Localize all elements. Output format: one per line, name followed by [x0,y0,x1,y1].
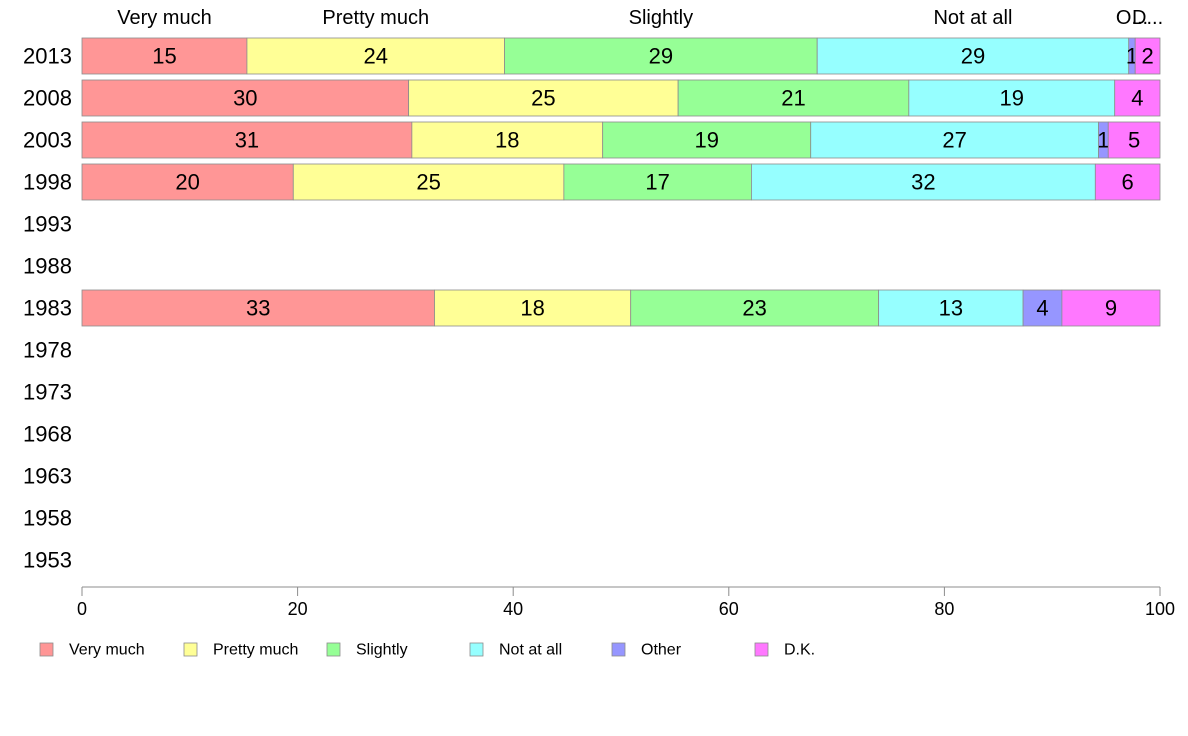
data-label-2013-not-at-all: 29 [961,44,985,69]
data-label-1983-slightly: 23 [742,296,766,321]
data-label-2003-not-at-all: 27 [942,128,966,153]
year-label-1983: 1983 [23,296,72,321]
legend-swatch-slightly [326,642,341,657]
bar-2003-very-much [81,121,413,159]
data-label-1998-not-at-all: 32 [911,170,935,195]
bar-2003-not-at-all [810,121,1099,159]
legend-label-d-k: D.K. [784,642,815,659]
bar-1983-other [1022,289,1063,327]
legend-label-not-at-all: Not at all [499,642,562,659]
bar-2008-not-at-all [908,79,1116,117]
legend-label-pretty-much: Pretty much [213,642,298,659]
data-label-1998-very-much: 20 [175,170,199,195]
data-label-2008-slightly: 21 [781,86,805,111]
legend: Very much Pretty much Slightly Not at all Ot… [39,642,815,659]
legend-label-slightly: Slightly [356,642,408,659]
year-label-1998: 1998 [23,170,72,195]
x-tick-label-100: 100 [1145,599,1175,619]
bar-1998-d-k [1094,163,1161,201]
data-label-2013-d-k: 2 [1141,44,1153,69]
year-label-1988: 1988 [23,254,72,279]
year-label-1958: 1958 [23,506,72,531]
data-label-2003-pretty-much: 18 [495,128,519,153]
bar-2013-pretty-much [246,37,505,75]
year-axis-labels: 2013 2008 2003 1998 1993 1988 1983 1978 1973 1968… [23,44,72,573]
data-label-2003-other: 1 [1097,128,1109,153]
data-label-2008-pretty-much: 25 [531,86,555,111]
data-label-1998-slightly: 17 [645,170,669,195]
data-label-1983-pretty-much: 18 [520,296,544,321]
bar-2003-d-k [1107,121,1161,159]
year-label-1968: 1968 [23,422,72,447]
data-label-1983-d-k: 9 [1105,296,1117,321]
x-tick-label-80: 80 [934,599,954,619]
data-label-1998-d-k: 6 [1122,170,1134,195]
bar-2008-very-much [81,79,410,117]
x-tick-label-60: 60 [719,599,739,619]
bar-1983-pretty-much [434,289,632,327]
data-label-2013-pretty-much: 24 [364,44,388,69]
bar-2008-d-k [1114,79,1161,117]
column-header-other: O... [1116,7,1148,29]
year-label-1978: 1978 [23,338,72,363]
bar-2003-slightly [602,121,812,159]
bar-1998-pretty-much [292,163,565,201]
column-header-not-at-all: Not at all [933,7,1012,29]
x-tick-label-20: 20 [288,599,308,619]
data-label-2003-d-k: 5 [1128,128,1140,153]
column-header-d-k: D... [1132,7,1163,29]
bar-1983-d-k [1061,289,1161,327]
data-label-2013-slightly: 29 [649,44,673,69]
legend-swatch-other [611,642,626,657]
bar-1983-slightly [630,289,880,327]
x-tick-label-40: 40 [503,599,523,619]
data-label-1998-pretty-much: 25 [416,170,440,195]
data-label-1983-other: 4 [1036,296,1048,321]
data-label-2003-slightly: 19 [694,128,718,153]
year-label-2003: 2003 [23,128,72,153]
bar-2008-pretty-much [408,79,679,117]
column-header-very-much: Very much [117,7,211,29]
year-label-1993: 1993 [23,212,72,237]
bar-1983-very-much [81,289,435,327]
legend-label-very-much: Very much [69,642,145,659]
data-label-2008-not-at-all: 19 [1000,86,1024,111]
bar-2013-d-k [1134,37,1161,75]
year-label-2013: 2013 [23,44,72,69]
data-label-2013-very-much: 15 [152,44,176,69]
column-header-slightly: Slightly [629,7,693,29]
bar-1998-slightly [563,163,752,201]
data-label-1983-not-at-all: 13 [939,296,963,321]
data-label-1983-very-much: 33 [246,296,270,321]
data-label-2008-d-k: 4 [1131,86,1143,111]
legend-swatch-very-much [39,642,54,657]
bar-1983-not-at-all [878,289,1024,327]
legend-swatch-pretty-much [183,642,198,657]
data-label-2008-very-much: 30 [233,86,257,111]
year-label-1973: 1973 [23,380,72,405]
data-label-2003-very-much: 31 [235,128,259,153]
bar-1998-very-much [81,163,294,201]
legend-swatch-d-k [754,642,769,657]
year-label-1963: 1963 [23,464,72,489]
bars-group: 15 24 29 29 1 230 25 21 19 431 18 19 27 1 520 25 17 32 633… [81,37,1161,327]
legend-label-other: Other [641,642,682,659]
legend-swatch-not-at-all [469,642,484,657]
bar-1998-not-at-all [751,163,1096,201]
column-header-pretty-much: Pretty much [322,7,429,29]
year-label-2008: 2008 [23,86,72,111]
x-axis: 0 20 40 60 80 100 [77,586,1175,619]
year-label-1953: 1953 [23,548,72,573]
column-header-labels: Very much Pretty much Slightly Not at all O.… [117,7,1163,29]
x-tick-label-0: 0 [77,599,87,619]
